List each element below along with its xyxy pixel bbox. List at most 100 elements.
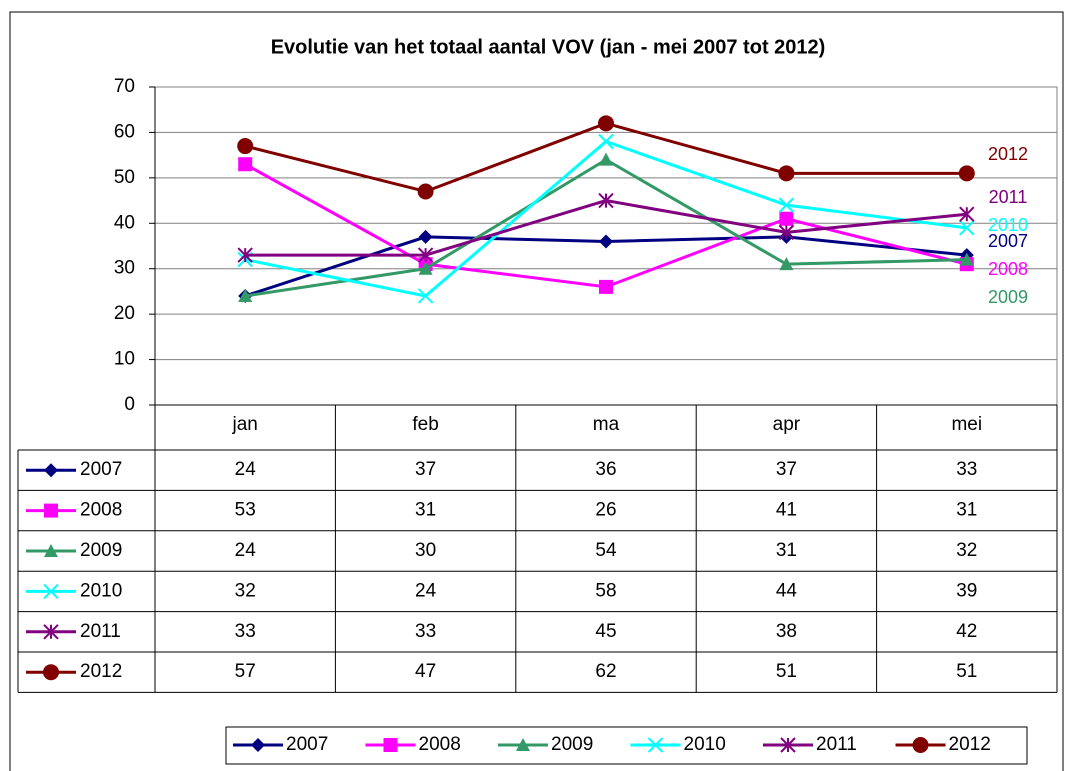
- legend-marker: [780, 737, 796, 753]
- x-tick-label: mei: [951, 414, 982, 435]
- legend-label: 2011: [816, 734, 857, 755]
- table-value: 31: [956, 500, 977, 521]
- table-key-marker: [44, 463, 58, 478]
- table-value: 31: [776, 540, 797, 561]
- table-value: 37: [415, 459, 436, 480]
- table-value: 24: [235, 459, 257, 480]
- series-end-label: 2008: [988, 259, 1028, 279]
- table-key-marker: [43, 664, 59, 681]
- point-marker: [417, 183, 434, 200]
- series-end-label: 2012: [988, 144, 1028, 164]
- y-tick-label: 20: [114, 303, 135, 324]
- y-tick-label: 40: [114, 212, 135, 233]
- point-marker: [237, 247, 253, 263]
- point-marker: [417, 288, 434, 304]
- legend-box: [225, 726, 1028, 765]
- table-value: 33: [235, 621, 256, 642]
- point-marker: [778, 165, 795, 182]
- legend-label: 2009: [551, 734, 593, 755]
- table-value: 41: [776, 500, 797, 521]
- table-value: 45: [595, 621, 616, 642]
- y-tick-label: 30: [114, 258, 135, 279]
- table-row-label: 2011: [80, 621, 121, 642]
- table-value: 53: [235, 500, 256, 521]
- y-tick-label: 0: [124, 394, 135, 415]
- point-marker: [959, 252, 974, 266]
- series-end-label: 2009: [988, 287, 1028, 307]
- table-value: 54: [595, 540, 617, 561]
- table-value: 51: [776, 661, 797, 682]
- legend-label: 2008: [419, 734, 461, 755]
- point-marker: [779, 211, 794, 226]
- y-tick-label: 10: [114, 349, 135, 370]
- table-value: 36: [595, 459, 616, 480]
- table-value: 38: [776, 621, 797, 642]
- table-value: 58: [595, 580, 616, 601]
- table-value: 42: [956, 621, 977, 642]
- table-value: 30: [415, 540, 436, 561]
- y-tick-label: 50: [114, 167, 135, 188]
- table-key-marker: [43, 624, 59, 640]
- table-value: 51: [956, 661, 977, 682]
- table-key-marker: [44, 503, 58, 518]
- y-tick-label: 60: [114, 121, 135, 142]
- x-tick-label: ma: [593, 414, 620, 435]
- point-marker: [959, 220, 975, 236]
- table-value: 57: [235, 661, 256, 682]
- point-marker: [238, 288, 253, 302]
- table-value: 24: [415, 580, 437, 601]
- table-row-label: 2009: [80, 540, 122, 561]
- y-tick-label: 70: [114, 76, 135, 97]
- table-value: 62: [595, 661, 616, 682]
- point-marker: [959, 206, 975, 222]
- legend-marker: [516, 738, 530, 751]
- legend-label: 2007: [286, 734, 328, 755]
- series-end-label: 2011: [989, 187, 1028, 207]
- x-tick-label: jan: [232, 414, 258, 435]
- legend-marker: [383, 738, 398, 752]
- table-value: 39: [956, 580, 977, 601]
- table-row-label: 2010: [80, 580, 122, 601]
- table-key-marker: [44, 544, 58, 557]
- chart-title: Evolutie van het totaal aantal VOV (jan …: [271, 36, 826, 58]
- table-value: 31: [415, 500, 436, 521]
- table-row-label: 2007: [80, 459, 122, 480]
- table-value: 47: [415, 661, 436, 682]
- point-marker: [958, 165, 975, 182]
- x-tick-label: feb: [412, 414, 438, 435]
- table-value: 33: [956, 459, 977, 480]
- table-value: 24: [235, 540, 257, 561]
- x-tick-label: apr: [773, 414, 801, 435]
- point-marker: [599, 234, 613, 249]
- legend-label: 2012: [949, 734, 991, 755]
- point-marker: [598, 133, 614, 150]
- point-marker: [417, 247, 434, 263]
- table-value: 44: [776, 580, 798, 601]
- point-marker: [778, 197, 795, 213]
- point-marker: [418, 261, 433, 275]
- point-marker: [418, 229, 433, 244]
- point-marker: [598, 115, 614, 132]
- table-row-label: 2008: [80, 500, 122, 521]
- series-end-label: 2007: [988, 231, 1028, 251]
- table-key-marker: [43, 583, 59, 600]
- point-marker: [599, 152, 613, 166]
- point-marker: [779, 257, 794, 271]
- point-marker: [238, 157, 253, 172]
- table-value: 32: [956, 540, 977, 561]
- point-marker: [237, 138, 254, 155]
- table-value: 32: [235, 580, 256, 601]
- point-marker: [599, 279, 613, 294]
- table-row-label: 2012: [80, 661, 122, 682]
- legend-marker: [251, 738, 265, 752]
- series-end-label: 2010: [988, 215, 1028, 235]
- point-marker: [778, 224, 795, 241]
- legend-label: 2010: [684, 734, 726, 755]
- legend-marker: [912, 737, 929, 753]
- table-value: 33: [415, 621, 436, 642]
- table-value: 26: [595, 500, 616, 521]
- point-marker: [598, 192, 614, 209]
- table-value: 37: [776, 459, 797, 480]
